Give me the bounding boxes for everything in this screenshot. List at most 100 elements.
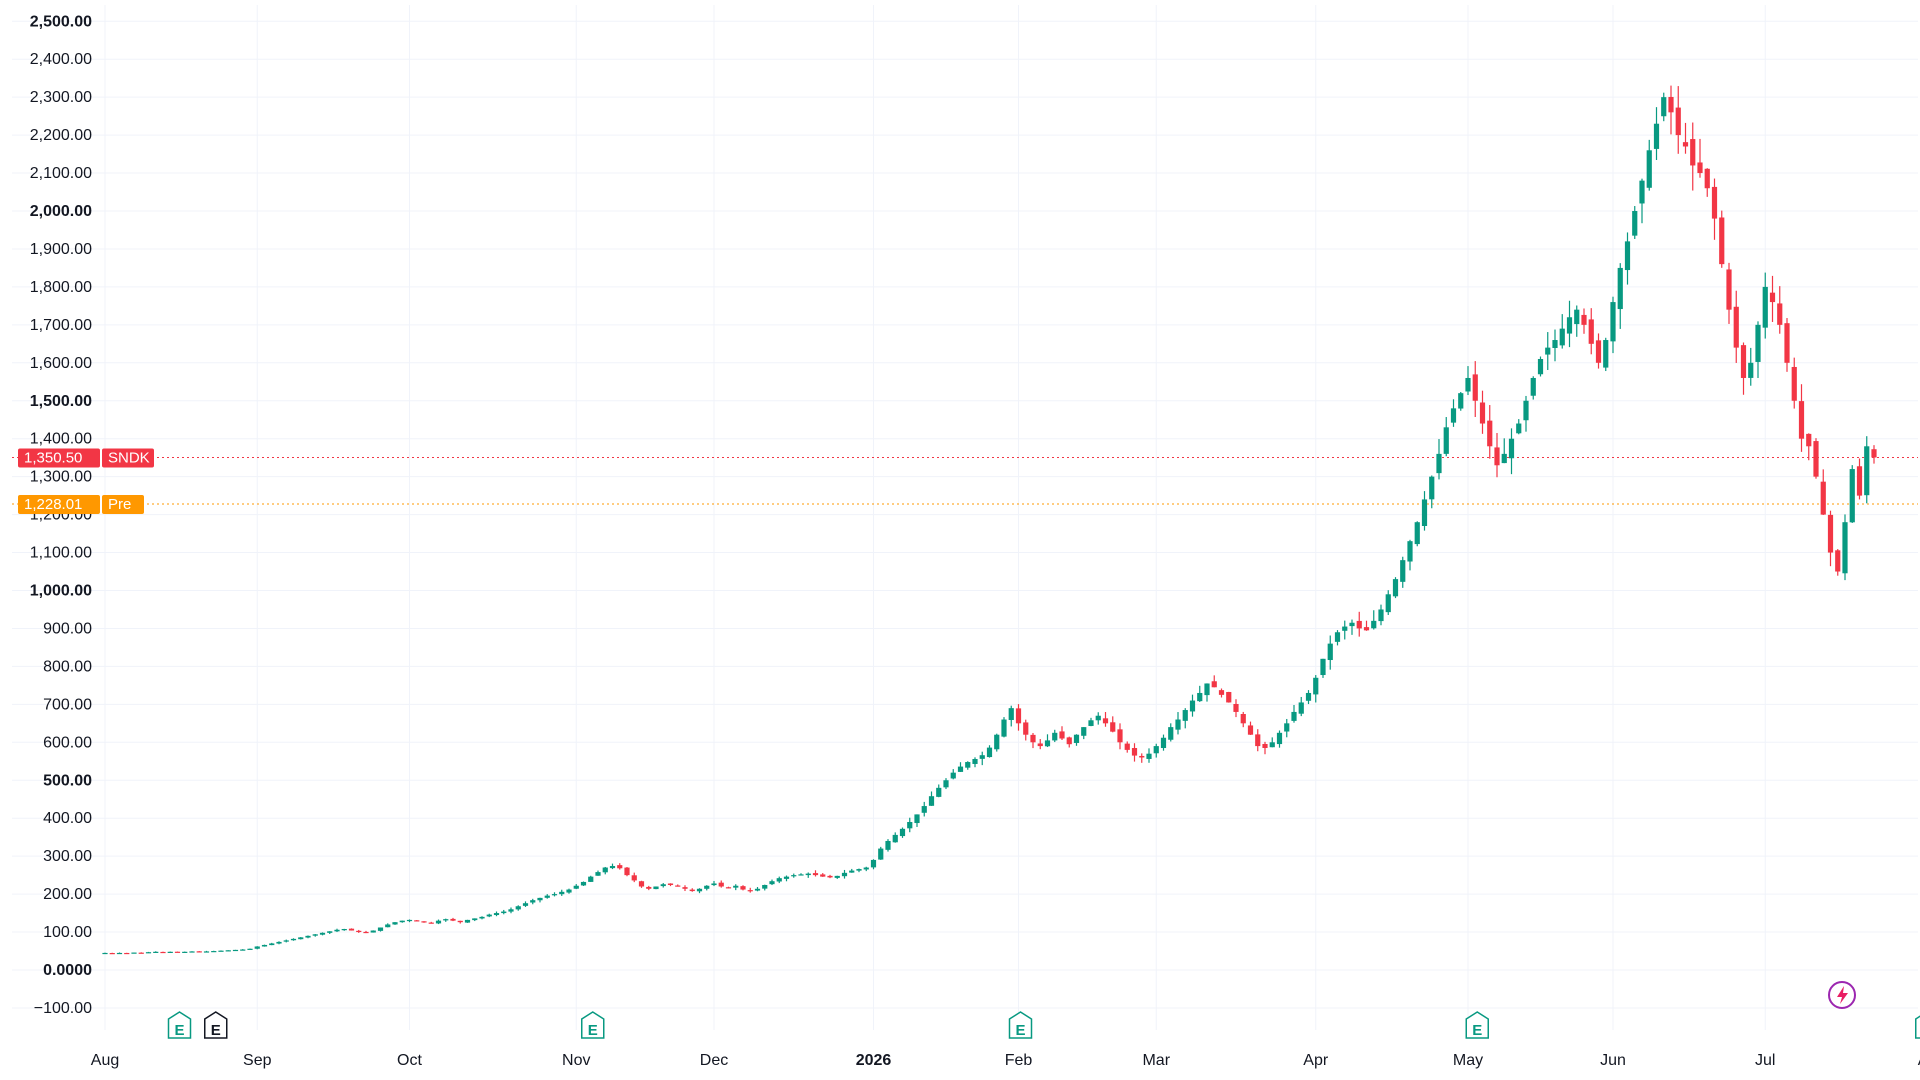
candle[interactable] <box>1813 438 1819 479</box>
candle[interactable] <box>776 876 782 884</box>
candle[interactable] <box>1008 705 1014 727</box>
candle[interactable] <box>1755 321 1761 379</box>
candle[interactable] <box>1211 675 1217 688</box>
candle[interactable] <box>356 929 362 933</box>
candle[interactable] <box>725 886 732 889</box>
earnings-marker[interactable]: E <box>167 1011 192 1039</box>
candle[interactable] <box>573 884 579 890</box>
candle[interactable] <box>1588 308 1594 355</box>
candle[interactable] <box>602 866 608 875</box>
candle[interactable] <box>116 952 123 955</box>
candle[interactable] <box>182 951 188 953</box>
candle[interactable] <box>1139 753 1145 763</box>
candle[interactable] <box>1465 366 1471 396</box>
candle[interactable] <box>363 930 369 934</box>
candle[interactable] <box>1066 736 1072 748</box>
candle[interactable] <box>1501 438 1507 464</box>
candle[interactable] <box>1349 619 1355 635</box>
candle[interactable] <box>196 951 202 953</box>
candle[interactable] <box>1668 85 1674 135</box>
candle[interactable] <box>1610 296 1616 354</box>
candle[interactable] <box>1537 356 1544 377</box>
x-axis[interactable]: Aug Sep Oct Nov Dec 2026 Feb Mar Apr May Jun Jul Aug <box>91 1052 1920 1069</box>
candle[interactable] <box>160 951 166 954</box>
candle[interactable] <box>1646 139 1652 191</box>
candle[interactable] <box>1559 314 1565 349</box>
candle[interactable] <box>783 875 790 882</box>
candle[interactable] <box>290 938 297 941</box>
candle[interactable] <box>211 950 217 953</box>
candle[interactable] <box>544 894 550 899</box>
candle[interactable] <box>189 951 195 953</box>
candle[interactable] <box>1733 290 1739 363</box>
candle[interactable] <box>1298 696 1304 717</box>
candle[interactable] <box>827 874 833 879</box>
candle[interactable] <box>805 872 811 878</box>
candle[interactable] <box>1052 729 1058 743</box>
candle[interactable] <box>1421 491 1428 531</box>
candle[interactable] <box>501 909 507 915</box>
candle[interactable] <box>1523 395 1529 432</box>
candle[interactable] <box>247 948 253 950</box>
earnings-marker[interactable]: E <box>1008 1011 1033 1039</box>
candle[interactable] <box>109 952 115 955</box>
candle[interactable] <box>1189 694 1196 717</box>
candle[interactable] <box>1552 329 1558 362</box>
candle[interactable] <box>1175 712 1181 735</box>
candle[interactable] <box>1305 690 1312 705</box>
candle[interactable] <box>1269 737 1275 748</box>
candle[interactable] <box>617 863 623 870</box>
candle[interactable] <box>798 873 804 876</box>
candle[interactable] <box>638 880 645 888</box>
candle[interactable] <box>943 778 949 790</box>
candle[interactable] <box>1197 685 1203 702</box>
candle[interactable] <box>493 911 500 917</box>
candle[interactable] <box>762 884 768 891</box>
candle[interactable] <box>1255 729 1261 752</box>
candle[interactable] <box>1791 357 1797 409</box>
candle[interactable] <box>682 885 688 892</box>
candle[interactable] <box>740 885 746 891</box>
candle[interactable] <box>479 916 485 920</box>
candle[interactable] <box>1095 712 1101 725</box>
candle[interactable] <box>1711 178 1718 240</box>
candle[interactable] <box>1697 138 1703 178</box>
candle[interactable] <box>914 814 920 827</box>
candle[interactable] <box>667 883 674 887</box>
candle[interactable] <box>965 761 971 770</box>
candle[interactable] <box>1487 405 1493 459</box>
candle[interactable] <box>1820 469 1826 515</box>
candle[interactable] <box>1146 748 1152 763</box>
candle[interactable] <box>1769 275 1776 322</box>
candle[interactable] <box>1849 465 1855 523</box>
candle[interactable] <box>1363 620 1370 631</box>
candle[interactable] <box>1371 610 1377 630</box>
candle[interactable] <box>1334 630 1341 646</box>
candle[interactable] <box>414 920 420 922</box>
candle[interactable] <box>1385 590 1391 615</box>
candle[interactable] <box>370 930 376 933</box>
candle[interactable] <box>907 817 913 833</box>
candle[interactable] <box>421 921 427 923</box>
candle[interactable] <box>1827 510 1834 567</box>
candle[interactable] <box>1284 718 1290 738</box>
candle[interactable] <box>254 946 260 950</box>
candle[interactable] <box>791 873 797 878</box>
candle[interactable] <box>1494 433 1500 478</box>
candle[interactable] <box>979 751 985 766</box>
candle[interactable] <box>1450 399 1457 427</box>
candle[interactable] <box>232 949 239 952</box>
candle[interactable] <box>334 928 340 933</box>
candle[interactable] <box>464 919 471 923</box>
candle[interactable] <box>588 875 594 882</box>
candle[interactable] <box>1392 577 1399 599</box>
candle[interactable] <box>1117 723 1123 750</box>
candle[interactable] <box>138 952 144 954</box>
candle[interactable] <box>1247 721 1254 735</box>
candle[interactable] <box>428 921 434 924</box>
candle[interactable] <box>718 880 724 888</box>
candle[interactable] <box>1798 384 1805 452</box>
candle[interactable] <box>1472 361 1478 418</box>
